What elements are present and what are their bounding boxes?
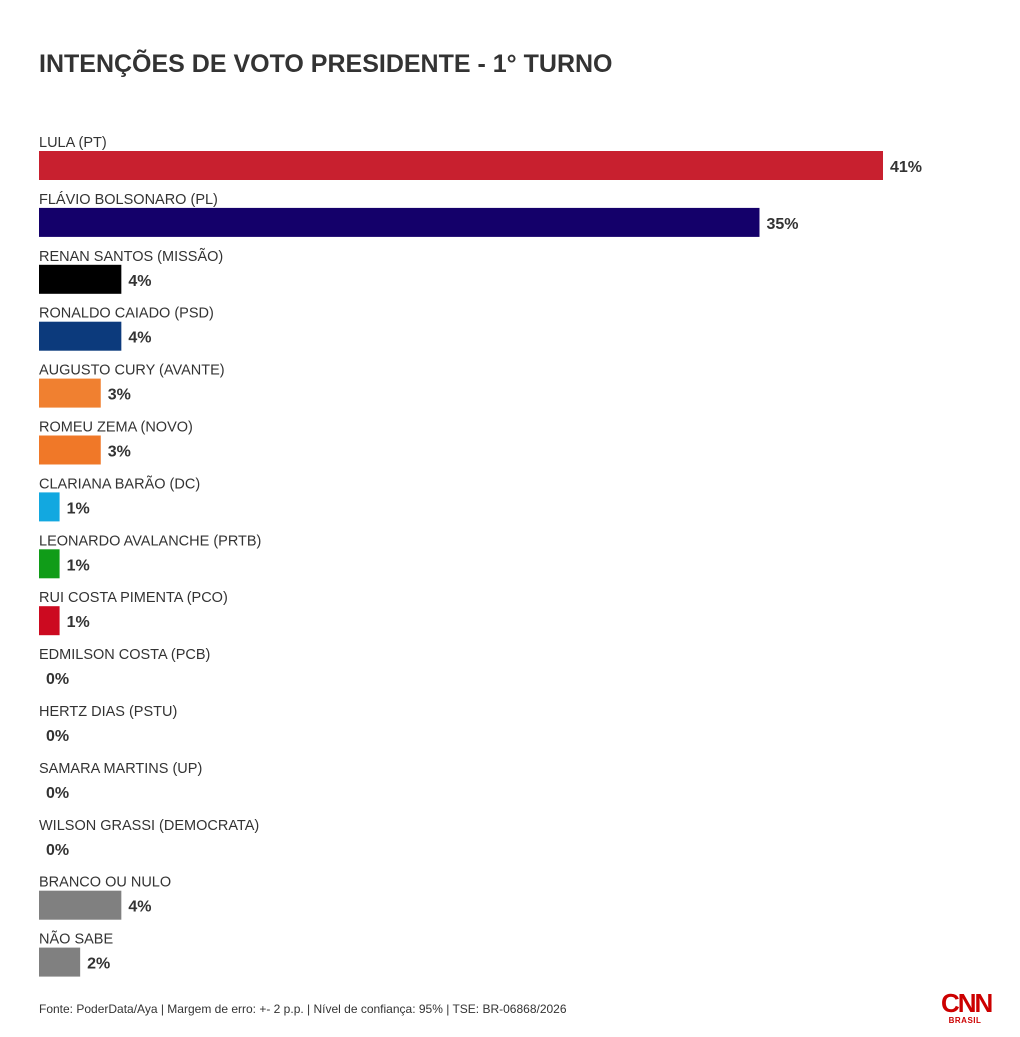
category-label: SAMARA MARTINS (UP) [39,761,202,777]
value-label: 4% [128,330,151,347]
bar [39,492,60,522]
value-label: 4% [128,273,151,290]
category-label: AUGUSTO CURY (AVANTE) [39,363,225,379]
category-label: FLÁVIO BOLSONARO (PL) [39,191,218,208]
category-label: RENAN SANTOS (MISSÃO) [39,248,223,265]
value-label: 0% [46,842,69,859]
bar [39,890,122,920]
logo-text: CNN [941,988,993,1018]
bar [39,606,60,636]
value-label: 1% [67,614,90,631]
category-label: CLARIANA BARÃO (DC) [39,475,200,492]
category-label: NÃO SABE [39,931,113,948]
value-label: 2% [87,956,110,973]
value-label: 4% [128,899,151,916]
value-label: 0% [46,728,69,745]
bar [39,264,122,294]
value-label: 1% [67,557,90,574]
category-label: RONALDO CAIADO (PSD) [39,306,214,322]
bar [39,435,101,465]
bar [39,378,101,408]
category-label: ROMEU ZEMA (NOVO) [39,420,193,436]
value-label: 41% [890,159,922,176]
category-label: LULA (PT) [39,135,107,151]
value-label: 0% [46,785,69,802]
cnn-brasil-logo: CNN BRASIL [941,988,993,1026]
category-label: EDMILSON COSTA (PCB) [39,647,210,663]
logo-subtext: BRASIL [948,1016,982,1025]
category-label: LEONARDO AVALANCHE (PRTB) [39,533,261,549]
bar [39,549,60,579]
bar [39,151,883,180]
category-label: WILSON GRASSI (DEMOCRATA) [39,818,259,834]
value-label: 3% [108,444,131,461]
source-footer: Fonte: PoderData/Aya | Margem de erro: +… [39,1002,567,1016]
bar [39,207,760,237]
value-label: 0% [46,671,69,688]
value-label: 3% [108,387,131,404]
bar [39,321,122,351]
value-label: 1% [67,500,90,517]
category-label: BRANCO OU NULO [39,875,171,891]
category-label: HERTZ DIAS (PSTU) [39,704,177,720]
chart-title: INTENÇÕES DE VOTO PRESIDENTE - 1° TURNO [39,50,613,78]
value-label: 35% [766,216,798,233]
category-label: RUI COSTA PIMENTA (PCO) [39,590,228,606]
bar [39,947,81,977]
